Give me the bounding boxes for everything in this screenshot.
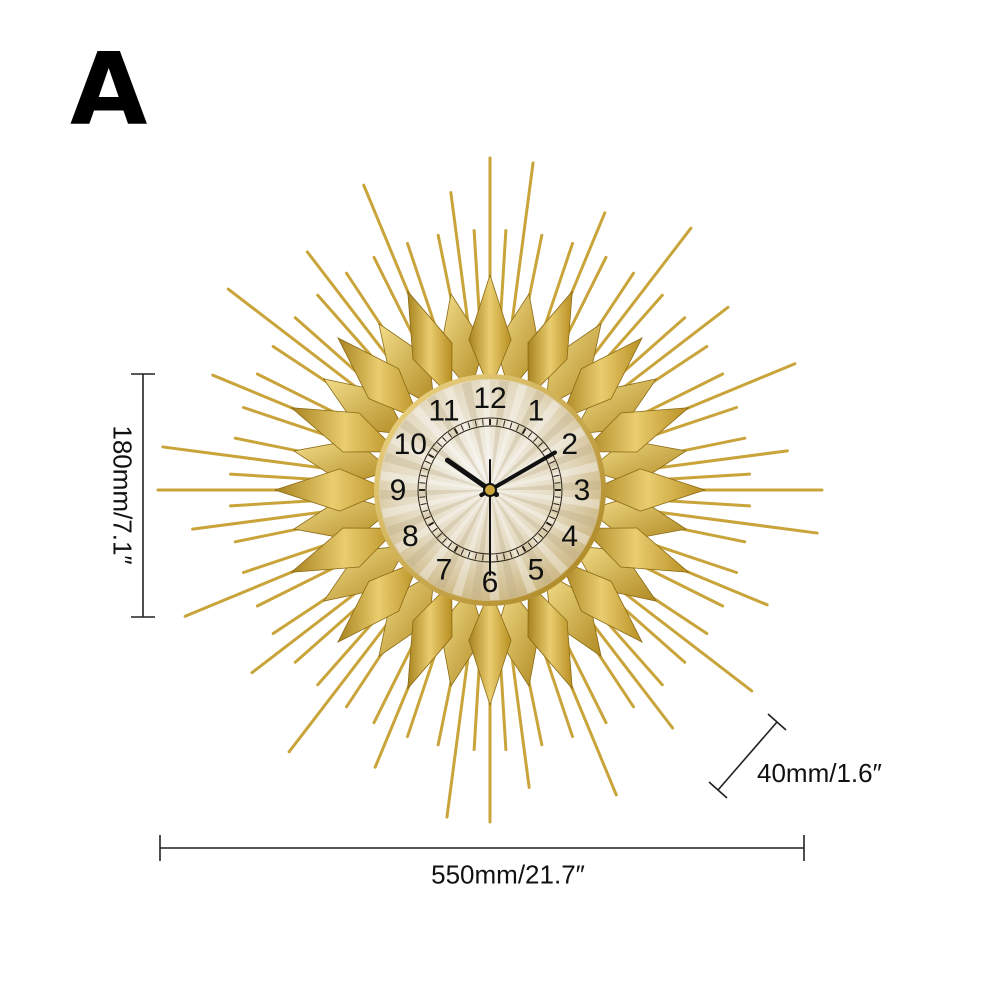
width-dimension-line xyxy=(159,835,805,861)
numeral-1: 1 xyxy=(528,394,545,427)
numeral-5: 5 xyxy=(528,554,545,587)
numeral-4: 4 xyxy=(561,520,578,553)
clock-hands xyxy=(444,450,557,576)
numeral-6: 6 xyxy=(482,566,499,599)
height-dimension-line xyxy=(131,373,155,618)
center-cap xyxy=(483,483,497,497)
gold-leaves-front xyxy=(273,273,707,707)
numeral-3: 3 xyxy=(574,474,591,507)
width-dimension-label: 550mm/21.7″ xyxy=(431,859,585,890)
numeral-10: 10 xyxy=(394,428,427,461)
numeral-8: 8 xyxy=(402,520,419,553)
numeral-9: 9 xyxy=(390,474,407,507)
depth-dimension-line xyxy=(708,713,787,799)
height-dimension-label: 180mm/7.1″ xyxy=(107,425,138,565)
numeral-7: 7 xyxy=(436,554,453,587)
variant-label: A xyxy=(70,31,148,148)
numeral-11: 11 xyxy=(428,394,459,427)
numeral-2: 2 xyxy=(561,428,578,461)
depth-dimension-label: 40mm/1.6″ xyxy=(757,758,882,788)
numeral-12: 12 xyxy=(473,382,506,415)
